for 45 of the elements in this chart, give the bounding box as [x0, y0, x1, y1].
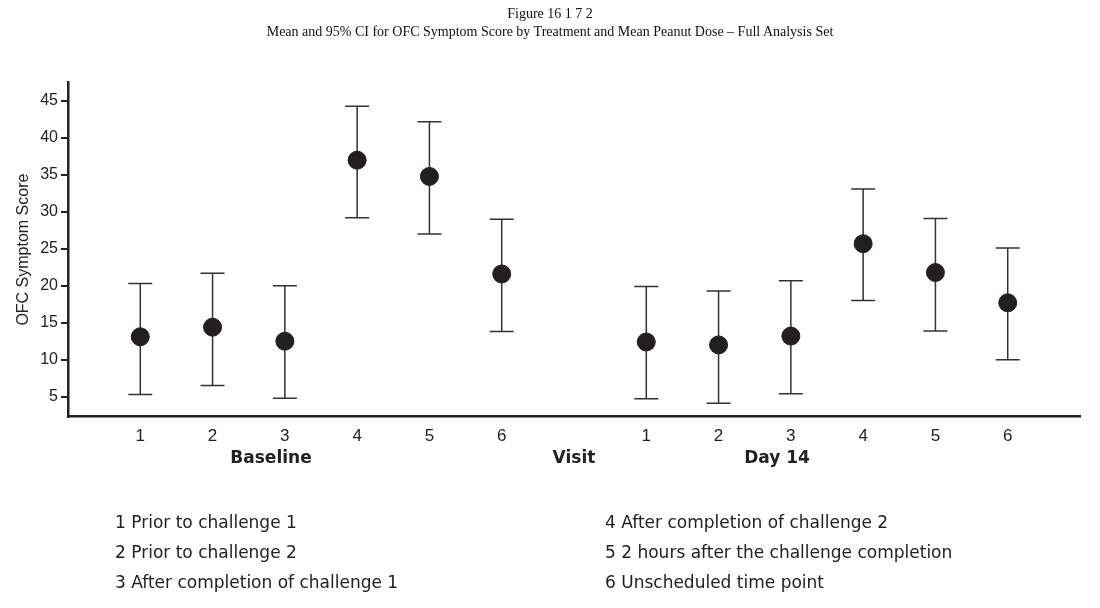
- x-tick-label: 1: [135, 426, 146, 446]
- text: 1 Prior to challenge 1: [115, 512, 298, 534]
- chart-title: Figure 16 1 7 2: [506, 6, 594, 22]
- x-axis-title: Visit: [552, 447, 596, 468]
- y-tick-label: 20: [40, 276, 59, 294]
- text: 4 After completion of challenge 2: [605, 512, 890, 534]
- x-tick-label: 2: [713, 426, 724, 446]
- text: 2 Prior to challenge 2: [115, 542, 298, 564]
- point: [709, 335, 729, 355]
- point: [925, 263, 945, 283]
- text: Day 14: [744, 447, 811, 468]
- x-tick-label: 4: [858, 426, 868, 446]
- text: Baseline: [230, 447, 312, 468]
- point: [130, 327, 150, 347]
- x-tick-label: 3: [280, 426, 290, 446]
- y-tick-label: 10: [40, 350, 59, 368]
- text: 3 After completion of challenge 1: [115, 572, 400, 594]
- point: [347, 150, 367, 170]
- y-tick-label: 30: [40, 202, 59, 220]
- point: [275, 331, 295, 351]
- y-tick-label: 45: [40, 91, 59, 109]
- x-tick-label: 3: [786, 426, 796, 446]
- x-tick-label: 1: [641, 426, 652, 446]
- point: [636, 332, 656, 352]
- x-tick-label: 5: [424, 426, 435, 446]
- x-tick-label: 6: [496, 426, 507, 446]
- x-tick-label: 2: [207, 426, 218, 446]
- x-tick-label: 4: [352, 426, 362, 446]
- x-tick-label: 5: [930, 426, 941, 446]
- y-tick-label: 35: [40, 165, 59, 183]
- x-tick-label: 6: [1002, 426, 1013, 446]
- text: 5 2 hours after the challenge completion: [605, 542, 954, 564]
- y-axis-title: OFC Symptom Score: [14, 173, 32, 326]
- point: [781, 326, 801, 346]
- point: [419, 166, 439, 186]
- point: [998, 293, 1018, 313]
- y-tick-label: 5: [49, 387, 59, 405]
- point: [203, 317, 223, 337]
- y-tick-label: 15: [40, 313, 59, 331]
- y-tick-label: 40: [40, 128, 59, 146]
- y-tick-label: 25: [40, 239, 59, 257]
- point: [853, 234, 873, 254]
- text: 6 Unscheduled time point: [605, 572, 825, 594]
- chart-subtitle: Mean and 95% CI for OFC Symptom Score by Treatment and Mean Peanut Dose – Full Analysis Set: [265, 24, 835, 40]
- point: [492, 264, 512, 284]
